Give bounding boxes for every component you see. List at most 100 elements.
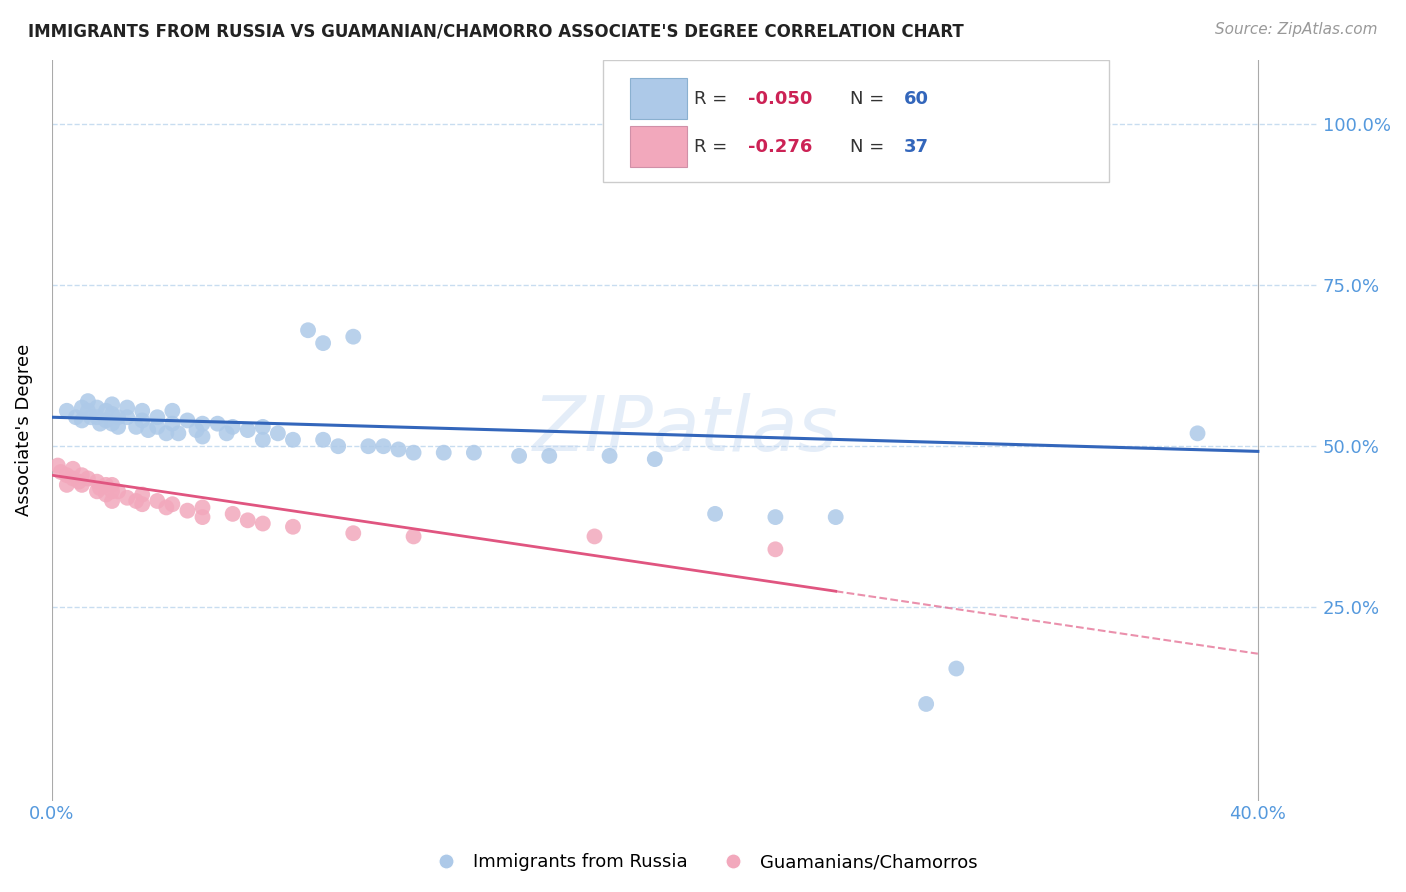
Point [101,484,124,499]
Point [101,417,124,431]
Point [94,478,117,492]
Point [312,336,335,351]
Point [70,468,93,483]
Point [328,439,350,453]
Point [463,445,485,459]
Point [62,462,84,476]
Point [101,407,124,421]
Point [146,420,169,434]
Text: -0.050: -0.050 [748,90,813,108]
Point [162,497,184,511]
Point [131,413,153,427]
Point [252,516,274,531]
Point [131,404,153,418]
Point [281,520,304,534]
Point [115,491,138,505]
Point [704,507,727,521]
Point [49,465,72,479]
Text: R =: R = [693,90,733,108]
Text: ZIPatlas: ZIPatlas [533,393,838,467]
Point [167,426,190,441]
Point [155,426,177,441]
Point [644,452,666,467]
Point [101,397,124,411]
Text: 37: 37 [904,138,929,156]
Text: N =: N = [849,90,890,108]
Point [824,510,846,524]
Point [312,433,335,447]
Point [77,394,100,409]
Text: R =: R = [693,138,733,156]
Point [146,410,169,425]
Point [763,542,786,557]
Point [70,401,93,415]
Point [65,410,87,425]
Point [107,420,129,434]
Point [191,510,214,524]
Point [763,510,786,524]
Point [136,423,159,437]
Point [94,413,117,427]
Text: -0.276: -0.276 [748,138,813,156]
Legend: Immigrants from Russia, Guamanians/Chamorros: Immigrants from Russia, Guamanians/Chamo… [420,847,986,879]
Point [538,449,561,463]
Point [89,481,111,495]
Point [56,404,79,418]
Point [131,487,153,501]
Point [94,487,117,501]
Point [101,494,124,508]
Point [373,439,395,453]
Point [115,410,138,425]
Point [342,329,364,343]
Point [56,478,79,492]
Point [94,404,117,418]
Point [387,442,409,457]
Point [162,404,184,418]
Point [86,410,108,425]
Point [599,449,621,463]
Point [252,420,274,434]
Point [107,410,129,425]
Point [146,494,169,508]
Point [433,445,456,459]
Point [86,484,108,499]
Point [56,468,79,483]
Point [162,417,184,431]
Point [70,413,93,427]
Point [267,426,290,441]
Point [115,401,138,415]
Point [186,423,208,437]
Point [176,413,198,427]
Point [125,494,148,508]
Point [62,471,84,485]
Point [107,484,129,499]
Point [508,449,530,463]
Point [236,423,259,437]
Point [80,410,103,425]
Point [70,478,93,492]
Point [89,417,111,431]
Point [402,529,425,543]
Point [945,661,967,675]
Text: 60: 60 [904,90,929,108]
FancyBboxPatch shape [603,60,1109,182]
Point [236,513,259,527]
Point [125,420,148,434]
Point [402,445,425,459]
Point [297,323,319,337]
Point [176,503,198,517]
Y-axis label: Associate's Degree: Associate's Degree [15,344,32,516]
Point [215,426,238,441]
Point [155,500,177,515]
Point [583,529,606,543]
FancyBboxPatch shape [630,78,688,119]
Point [342,526,364,541]
Point [77,404,100,418]
Point [252,433,274,447]
Point [86,475,108,489]
Point [101,478,124,492]
Point [191,500,214,515]
Text: IMMIGRANTS FROM RUSSIA VS GUAMANIAN/CHAMORRO ASSOCIATE'S DEGREE CORRELATION CHAR: IMMIGRANTS FROM RUSSIA VS GUAMANIAN/CHAM… [28,22,965,40]
Point [67,475,90,489]
Text: N =: N = [849,138,890,156]
